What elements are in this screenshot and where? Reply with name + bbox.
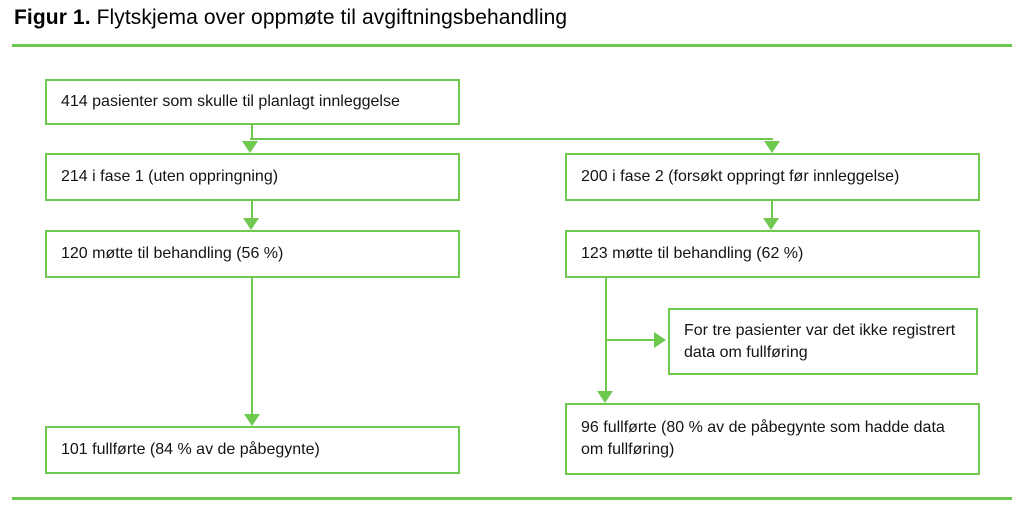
connector-line	[251, 278, 253, 415]
arrow-down-icon	[244, 414, 260, 426]
arrow-down-icon	[597, 391, 613, 403]
connector-line	[251, 125, 253, 140]
node-total-patients: 414 pasienter som skulle til planlagt in…	[45, 79, 460, 125]
connector-line	[771, 201, 773, 219]
bottom-divider-line	[12, 497, 1012, 500]
top-divider-line	[12, 44, 1012, 47]
connector-line	[605, 278, 607, 392]
arrow-down-icon	[243, 218, 259, 230]
node-phase1-completed: 101 fullførte (84 % av de påbegynte)	[45, 426, 460, 474]
connector-line	[251, 201, 253, 219]
arrow-down-icon	[242, 141, 258, 153]
node-phase2-attended: 123 møtte til behandling (62 %)	[565, 230, 980, 278]
node-phase2-label: 200 i fase 2 (forsøkt oppringt før innle…	[581, 168, 900, 186]
connector-line	[250, 138, 773, 140]
node-missing-completion-data: For tre pasienter var det ikke registrer…	[668, 308, 978, 375]
connector-line	[606, 339, 654, 341]
node-phase1-attended-label: 120 møtte til behandling (56 %)	[61, 245, 284, 263]
node-phase1: 214 i fase 1 (uten oppringning)	[45, 153, 460, 201]
node-phase1-completed-label: 101 fullførte (84 % av de påbegynte)	[61, 441, 320, 459]
node-missing-completion-data-label: For tre pasienter var det ikke registrer…	[684, 321, 956, 361]
node-phase2-completed-label: 96 fullførte (80 % av de påbegynte som h…	[581, 419, 945, 458]
node-phase1-label: 214 i fase 1 (uten oppringning)	[61, 168, 279, 186]
node-phase2-attended-label: 123 møtte til behandling (62 %)	[581, 245, 804, 263]
figure-title: Figur 1. Flytskjema over oppmøte til avg…	[14, 6, 567, 30]
arrow-right-icon	[654, 332, 666, 348]
arrow-down-icon	[763, 218, 779, 230]
figure-title-text: Flytskjema over oppmøte til avgiftningsb…	[90, 6, 568, 29]
figure-title-prefix: Figur 1.	[14, 6, 91, 29]
node-phase2: 200 i fase 2 (forsøkt oppringt før innle…	[565, 153, 980, 201]
node-phase1-attended: 120 møtte til behandling (56 %)	[45, 230, 460, 278]
node-total-patients-label: 414 pasienter som skulle til planlagt in…	[61, 93, 400, 111]
node-phase2-completed: 96 fullførte (80 % av de påbegynte som h…	[565, 403, 980, 475]
arrow-down-icon	[764, 141, 780, 153]
